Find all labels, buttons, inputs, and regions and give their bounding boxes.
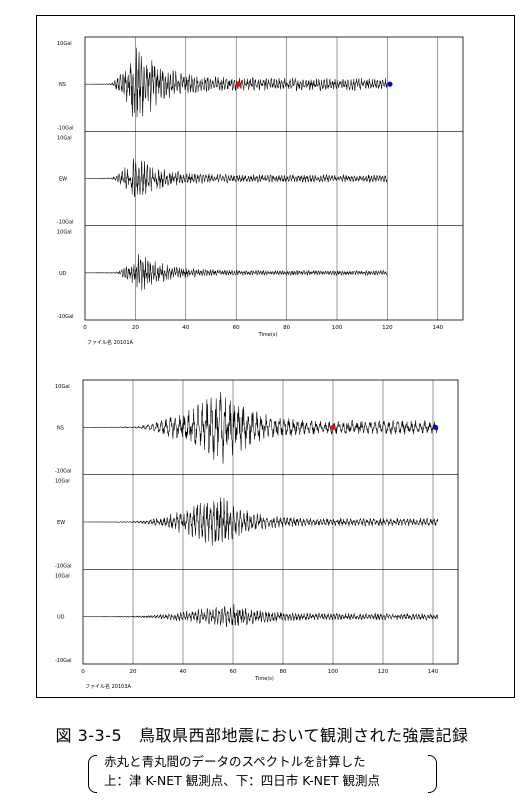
y-top-label: 10Gal [57, 230, 72, 236]
y-top-label: 10Gal [55, 573, 70, 579]
x-tick-label: 40 [180, 669, 187, 675]
waveform-ew [83, 497, 439, 546]
channel-label: EW [57, 520, 65, 526]
seismogram-figure: 0 20 40 60 80 100 120 140 Time(s) ファイル名 20101A 10G… [55, 36, 464, 690]
y-top-label: 10Gal [55, 384, 70, 390]
waveform-ud [83, 604, 439, 628]
note-line-2: 上：津 K-NET 観測点、下：四日市 K-NET 観測点 [104, 773, 380, 788]
x-tick-label: 0 [83, 325, 87, 331]
x-tick-label: 120 [382, 325, 393, 331]
red-marker [236, 81, 242, 87]
x-tick-label: 60 [230, 669, 237, 675]
x-tick-label: 140 [428, 669, 439, 675]
x-tick-label: 140 [433, 325, 444, 331]
caption-note: 赤丸と青丸間のデータのスペクトルを計算した 上：津 K-NET 観測点、下：四日… [82, 752, 442, 790]
x-tick-label: 80 [280, 669, 287, 675]
y-bottom-label: -10Gal [57, 314, 74, 320]
y-bottom-label: -10Gal [55, 469, 72, 475]
caption-number: 図 3-3-5 [55, 726, 123, 745]
x-tick-label: 120 [378, 669, 389, 675]
x-tick-label: 100 [328, 669, 339, 675]
red-marker [330, 424, 336, 430]
waveform-ew [85, 158, 388, 198]
note-line-1: 赤丸と青丸間のデータのスペクトルを計算した [104, 754, 366, 769]
channel-label: NS [59, 82, 66, 88]
channel-label: UD [57, 615, 65, 621]
file-label: ファイル名 20103A [85, 683, 131, 690]
waveform-ns [85, 47, 388, 118]
y-bottom-label: -10Gal [55, 658, 72, 664]
figure-caption: 図 3-3-5 鳥取県西部地震において観測された強震記録 [0, 722, 524, 746]
figure-frame [36, 15, 515, 698]
x-axis-label: Time(s) [258, 332, 278, 338]
panel-2: 0 20 40 60 80 100 120 140 Time(s) ファイル名 20103A 10G… [55, 379, 459, 690]
panel-1: 0 20 40 60 80 100 120 140 Time(s) ファイル名 20101A 10G… [57, 36, 464, 346]
x-tick-label: 80 [283, 325, 290, 331]
x-tick-label: 100 [332, 325, 343, 331]
blue-marker [387, 81, 393, 87]
y-bottom-label: -10Gal [57, 125, 74, 131]
caption-title: 鳥取県西部地震において観測された強震記録 [138, 726, 469, 745]
x-tick-label: 20 [132, 325, 139, 331]
y-top-label: 10Gal [55, 479, 70, 485]
blue-marker [432, 424, 439, 430]
x-tick-label: 0 [81, 669, 85, 675]
y-top-label: 10Gal [57, 41, 72, 47]
y-top-label: 10Gal [57, 135, 72, 141]
channel-label: UD [59, 271, 67, 277]
x-tick-label: 60 [233, 325, 240, 331]
waveform-ns [83, 391, 439, 464]
channel-label: NS [57, 425, 64, 431]
file-label: ファイル名 20101A [87, 339, 133, 346]
note-brace-left [88, 755, 97, 793]
x-axis-label: Time(s) [254, 676, 274, 682]
waveform-ud [85, 253, 388, 291]
y-bottom-label: -10Gal [57, 220, 74, 226]
x-tick-label: 20 [130, 669, 137, 675]
x-tick-label: 40 [182, 325, 189, 331]
channel-label: EW [59, 177, 67, 183]
y-bottom-label: -10Gal [55, 563, 72, 569]
